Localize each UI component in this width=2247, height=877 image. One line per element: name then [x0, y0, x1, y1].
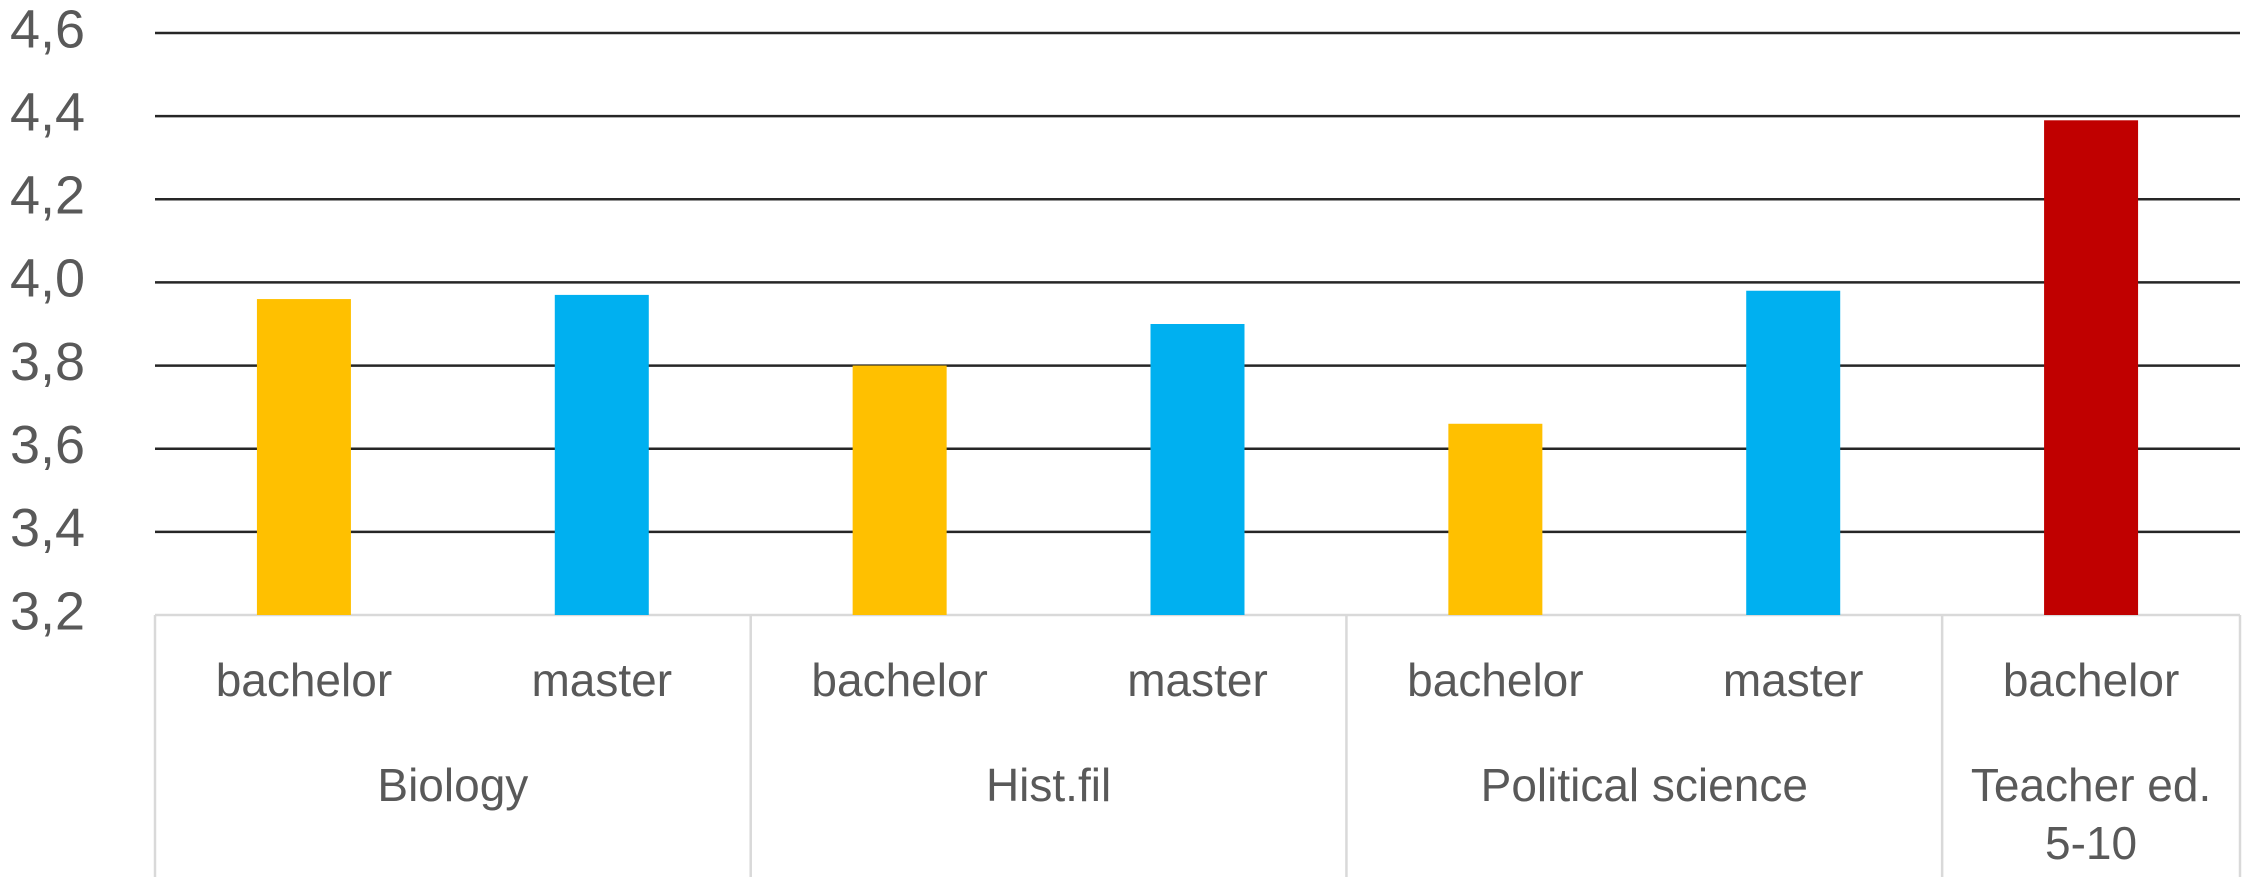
x-tick-label: bachelor: [216, 654, 392, 706]
x-tick-label: master: [1723, 654, 1864, 706]
y-tick-label: 4,6: [10, 0, 85, 59]
y-tick-label: 4,2: [10, 166, 85, 226]
x-tick-label: bachelor: [1407, 654, 1583, 706]
group-label: Political science: [1480, 759, 1808, 811]
bar: [256, 299, 351, 615]
x-tick-label: bachelor: [2003, 654, 2179, 706]
bar: [852, 365, 947, 615]
bar: [2044, 120, 2139, 616]
y-tick-label: 4,0: [10, 249, 85, 309]
group-label: Biology: [377, 759, 529, 811]
bar: [1448, 423, 1543, 615]
y-tick-label: 3,8: [10, 332, 85, 392]
x-tick-label: master: [531, 654, 672, 706]
x-tick-label: master: [1127, 654, 1268, 706]
bar: [1150, 324, 1245, 615]
y-tick-label: 3,4: [10, 498, 85, 558]
bar: [1746, 290, 1841, 615]
x-tick-label: bachelor: [811, 654, 987, 706]
y-tick-label: 3,6: [10, 415, 85, 475]
group-label: Teacher ed. 5-10: [1970, 759, 2212, 869]
y-tick-label: 3,2: [10, 581, 85, 641]
group-label: Hist.fil: [985, 759, 1112, 811]
bar: [554, 294, 649, 615]
y-tick-label: 4,4: [10, 82, 85, 142]
